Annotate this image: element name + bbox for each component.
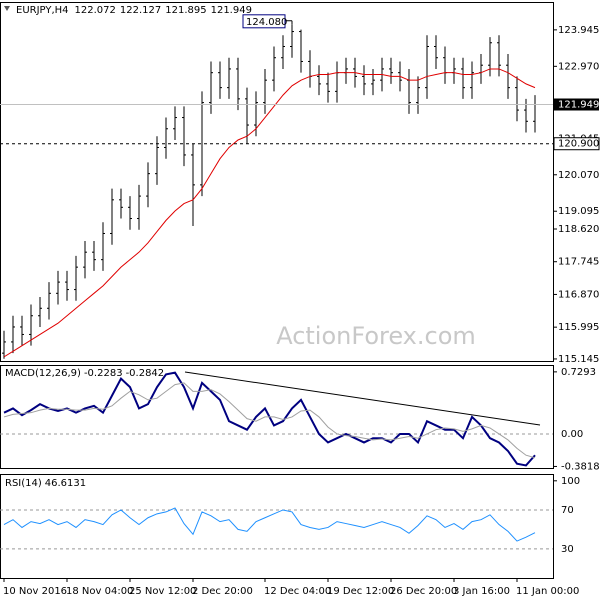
menu-icon — [4, 6, 10, 11]
y-tick-label: 123.945 — [558, 25, 599, 36]
symbol: EURJPY,H4 — [16, 5, 69, 16]
y-tick-label: 30 — [561, 544, 574, 555]
y-tick-label: 120.070 — [558, 170, 599, 181]
rsi-panel — [0, 474, 554, 579]
header: EURJPY,H4 122.072 122.127 121.895 121.949 — [16, 5, 252, 16]
moving-average — [3, 68, 536, 358]
macd-panel — [0, 365, 554, 469]
x-tick-label: 11 Jan 00:00 — [516, 586, 579, 597]
y-tick-label: 115.145 — [558, 354, 599, 365]
indicator-name: MACD(12,26,9) — [5, 368, 81, 379]
y-tick-label: 116.870 — [558, 289, 599, 300]
x-tick-label: 12 Dec 04:00 — [264, 586, 331, 597]
y-tick-label: 119.095 — [558, 206, 599, 217]
y-tick-label: 100 — [561, 476, 580, 487]
price-panel — [0, 2, 554, 362]
series-line — [3, 382, 536, 459]
x-tick-label: 26 Dec 20:00 — [390, 586, 457, 597]
last-price-box — [554, 98, 599, 111]
last-price-label: 121.949 — [558, 100, 599, 111]
rsi-header: RSI(14) 46.6131 — [5, 478, 86, 489]
high-label: 124.080 — [246, 17, 287, 28]
y-tick-label: 117.745 — [558, 257, 599, 268]
y-tick-label: 115.995 — [558, 322, 599, 333]
x-tick-label: 3 Jan 16:00 — [453, 586, 510, 597]
level-label: 120.900 — [558, 139, 599, 150]
reading: -0.2283 — [84, 368, 123, 379]
y-tick-label: 0.00 — [561, 429, 583, 440]
y-tick-label: 0.7293 — [561, 367, 596, 378]
x-tick-label: 18 Nov 04:00 — [66, 586, 133, 597]
level-box — [553, 137, 600, 151]
x-tick-label: 2 Dec 20:00 — [192, 586, 253, 597]
series-line — [3, 507, 536, 542]
y-tick-label: 70 — [561, 505, 574, 516]
y-tick-label: 122.970 — [558, 61, 599, 72]
reading: -0.2842 — [126, 368, 165, 379]
x-tick-label: 10 Nov 2016 — [3, 586, 67, 597]
y-tick-label: 118.620 — [558, 224, 599, 235]
quote: 122.072 — [75, 5, 116, 16]
watermark: ActionForex.com — [276, 322, 476, 350]
quote: 121.949 — [211, 5, 252, 16]
reading: 46.6131 — [45, 478, 86, 489]
quote: 122.127 — [120, 5, 161, 16]
high-box — [242, 14, 286, 29]
y-tick-label: -0.3818 — [561, 461, 600, 472]
indicator-name: RSI(14) — [5, 478, 42, 489]
x-tick-label: 19 Dec 12:00 — [327, 586, 394, 597]
quote: 121.895 — [165, 5, 206, 16]
macd-header: MACD(12,26,9) -0.2283 -0.2842 — [5, 368, 164, 379]
x-tick-label: 25 Nov 12:00 — [129, 586, 196, 597]
trendline — [184, 371, 541, 426]
